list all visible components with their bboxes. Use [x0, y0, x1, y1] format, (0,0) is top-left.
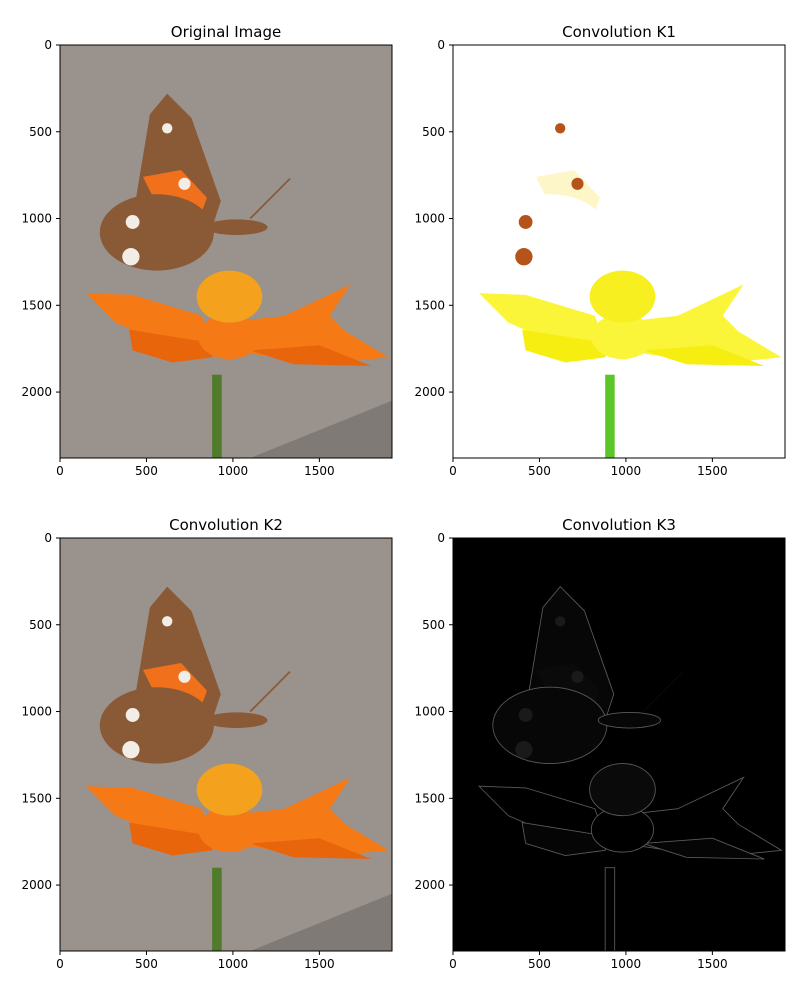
y-tick-label: 1500 [21, 791, 52, 805]
y-tick-label: 2000 [21, 385, 52, 399]
subplot-title: Convolution K3 [562, 516, 676, 534]
x-tick-label: 0 [56, 957, 64, 971]
subplot-title: Original Image [171, 23, 281, 41]
y-tick-label: 0 [44, 38, 52, 52]
y-tick-label: 2000 [414, 385, 445, 399]
y-tick-label: 500 [422, 618, 445, 632]
y-tick-label: 500 [29, 618, 52, 632]
subplot: Convolution K1 0 500 1000 1500 0 500 1000 1500 20… [414, 23, 786, 478]
y-tick-label: 1000 [414, 705, 445, 719]
y-tick-label: 0 [437, 531, 445, 545]
subplot-title: Convolution K2 [169, 516, 283, 534]
x-tick-label: 500 [135, 464, 158, 478]
subplot: Original Image 0 500 1000 1500 0 500 1000 1500 20… [21, 23, 393, 478]
y-tick-label: 2000 [21, 878, 52, 892]
axes-frame [59, 44, 393, 459]
y-tick-label: 500 [29, 125, 52, 139]
x-tick-label: 1000 [611, 464, 642, 478]
y-tick-label: 500 [422, 125, 445, 139]
x-tick-label: 0 [449, 957, 457, 971]
y-tick-label: 1500 [414, 298, 445, 312]
axes-frame [452, 44, 786, 459]
x-tick-label: 500 [135, 957, 158, 971]
subplot: Convolution K2 0 500 1000 1500 0 500 1000 1500 20… [21, 516, 393, 971]
x-tick-label: 500 [528, 957, 551, 971]
image-content [60, 538, 392, 951]
y-tick-label: 1000 [414, 212, 445, 226]
y-tick-label: 0 [437, 38, 445, 52]
y-tick-label: 1000 [21, 212, 52, 226]
x-tick-label: 1500 [304, 464, 335, 478]
y-tick-label: 2000 [414, 878, 445, 892]
subplot: Convolution K3 0 500 1000 1500 0 500 1000 1500 20… [414, 516, 786, 971]
x-tick-label: 1000 [611, 957, 642, 971]
y-tick-label: 1500 [21, 298, 52, 312]
x-tick-label: 500 [528, 464, 551, 478]
image-content [453, 45, 785, 458]
x-tick-label: 1500 [697, 464, 728, 478]
x-tick-label: 0 [449, 464, 457, 478]
x-tick-label: 0 [56, 464, 64, 478]
x-tick-label: 1000 [218, 957, 249, 971]
y-tick-label: 1000 [21, 705, 52, 719]
image [60, 538, 392, 951]
axes-frame [452, 537, 786, 952]
image [60, 45, 392, 458]
y-tick-label: 0 [44, 531, 52, 545]
x-tick-label: 1500 [304, 957, 335, 971]
image [453, 45, 785, 458]
subplot-title: Convolution K1 [562, 23, 676, 41]
axes-frame [59, 537, 393, 952]
x-tick-label: 1500 [697, 957, 728, 971]
image-content [453, 538, 785, 951]
image [453, 538, 785, 951]
x-tick-label: 1000 [218, 464, 249, 478]
y-tick-label: 1500 [414, 791, 445, 805]
image-content [60, 45, 392, 458]
